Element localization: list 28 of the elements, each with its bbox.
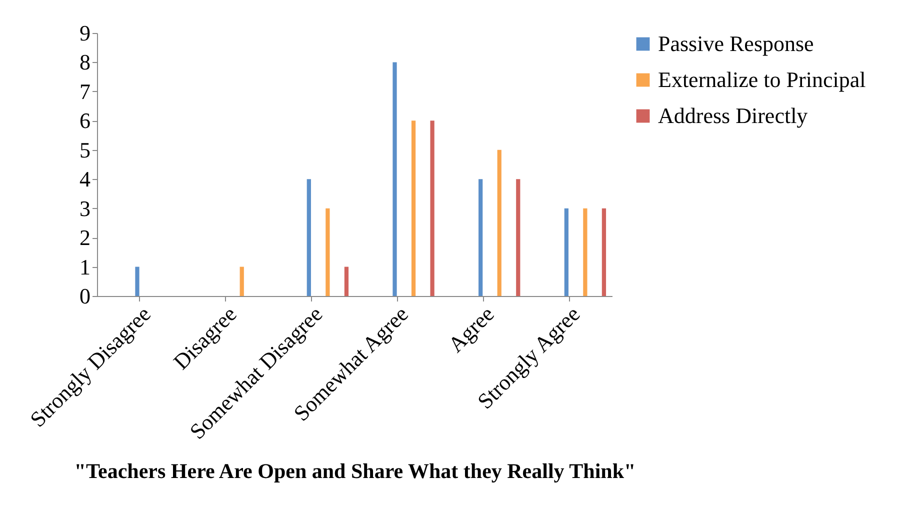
bar — [497, 150, 502, 296]
y-tick-label: 5 — [80, 137, 90, 162]
y-tick-label: 8 — [80, 50, 90, 75]
bar — [240, 266, 244, 296]
bar — [411, 120, 416, 296]
y-tick-label: 2 — [80, 225, 90, 250]
x-axis-title: "Teachers Here Are Open and Share What they Really Think" — [74, 459, 636, 484]
y-tick-label: 4 — [80, 166, 90, 192]
y-tick-label: 1 — [80, 254, 90, 280]
bar — [583, 208, 588, 296]
bar — [392, 62, 397, 296]
bar — [602, 208, 606, 296]
legend-label: Externalize to Principal — [658, 67, 866, 92]
y-tick-label: 0 — [80, 284, 90, 308]
bar — [478, 179, 483, 296]
bar — [516, 179, 520, 296]
y-tick-label: 7 — [80, 78, 90, 104]
y-tick-label: 6 — [80, 108, 90, 134]
bar — [306, 179, 311, 296]
bar — [135, 266, 140, 296]
y-tick-label: 9 — [80, 20, 90, 46]
bar — [344, 266, 349, 296]
legend-label: Passive Response — [658, 31, 814, 56]
bar — [430, 120, 434, 296]
bar — [326, 208, 330, 296]
legend-label: Address Directly — [658, 103, 808, 128]
bar — [564, 208, 568, 296]
y-tick-label: 3 — [80, 196, 90, 221]
